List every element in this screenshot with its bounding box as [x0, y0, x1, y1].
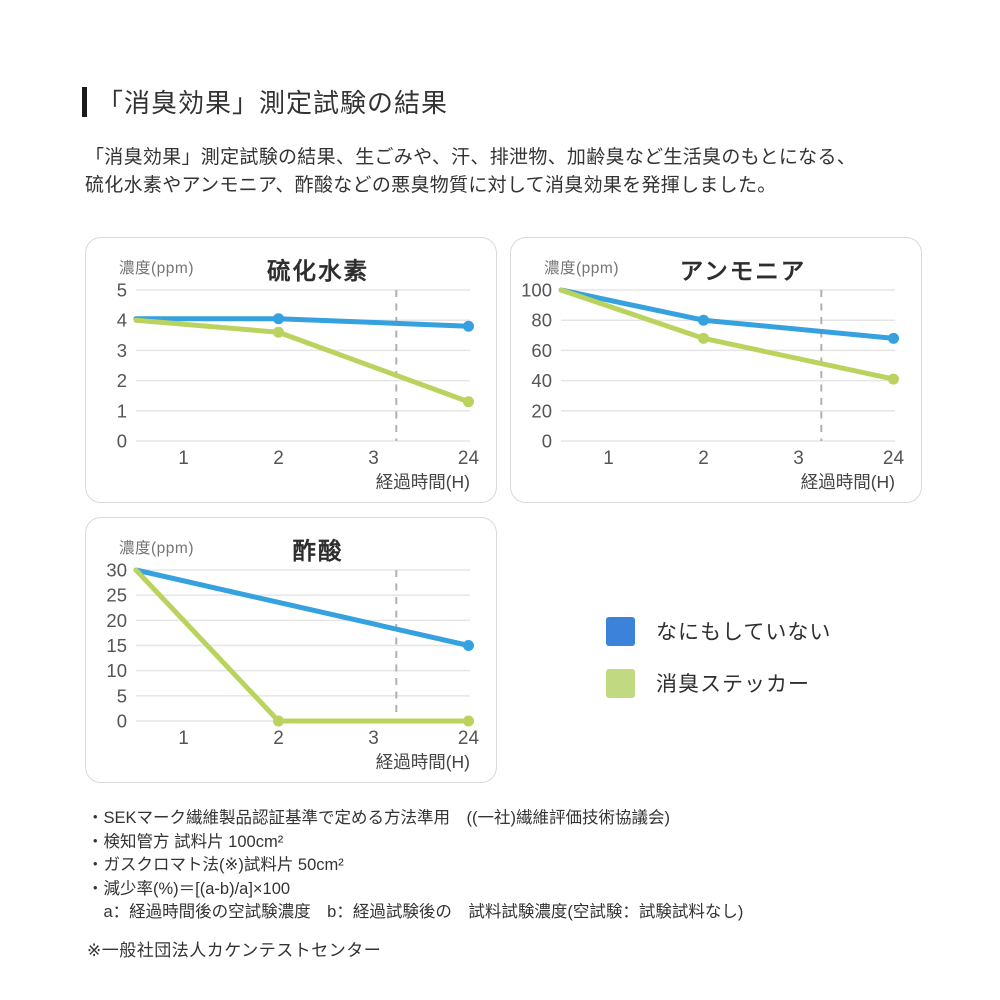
y-tick-label: 0	[542, 431, 552, 452]
chart-title: 硫化水素	[267, 257, 369, 284]
x-tick-label: 24	[883, 448, 905, 469]
chart-legend: なにもしていない 消臭ステッカー	[606, 616, 831, 720]
legend-swatch-blue	[606, 616, 635, 646]
intro-line-2: 硫化水素やアンモニア、酢酸などの悪臭物質に対して消臭効果を発揮しました。	[85, 174, 777, 196]
legend-label: 消臭ステッカー	[656, 673, 810, 696]
chart-panel-ammonia: 100 80 60 40 20 0 1 2 3 24 濃度(ppm) アンモニア経過時間(H)	[510, 237, 922, 503]
data-point-dot	[273, 715, 284, 727]
x-tick-label: 24	[458, 448, 480, 469]
y-tick-label: 15	[106, 635, 127, 656]
intro-paragraph: 「消臭効果」測定試験の結果、生ごみや、汗、排泄物、加齢臭など生活臭のもとになる、…	[85, 144, 856, 199]
y-tick-label: 0	[117, 431, 127, 452]
x-tick-label: 3	[793, 448, 804, 469]
y-tick-label: 60	[531, 340, 552, 361]
y-tick-label: 25	[106, 585, 127, 606]
x-tick-label: 1	[603, 448, 614, 469]
y-tick-label: 20	[531, 400, 552, 421]
y-tick-label: 40	[531, 370, 552, 391]
x-tick-label: 1	[178, 448, 189, 469]
intro-line-1: 「消臭効果」測定試験の結果、生ごみや、汗、排泄物、加齢臭など生活臭のもとになる、	[85, 147, 857, 168]
chart-panel-acetic-acid: 30 25 20 15 10 5 0 1 2 3 24 濃度(ppm) 酢酸経過時間(H)	[85, 517, 497, 783]
y-axis-unit-label: 濃度(ppm)	[119, 259, 194, 277]
y-tick-label: 1	[117, 400, 127, 421]
x-tick-label: 2	[698, 448, 709, 469]
y-tick-label: 2	[117, 370, 127, 391]
data-point-dot	[888, 332, 899, 344]
legend-swatch-green	[606, 668, 635, 698]
y-axis-unit-label: 濃度(ppm)	[119, 539, 194, 557]
x-tick-label: 3	[368, 448, 379, 469]
legend-item-deodorant-sticker: 消臭ステッカー	[606, 668, 831, 698]
x-tick-label: 1	[178, 728, 189, 749]
data-point-dot	[273, 313, 284, 325]
series-line-1	[133, 317, 471, 405]
data-point-dot	[888, 373, 899, 385]
data-point-dot	[273, 326, 284, 338]
x-tick-label: 3	[368, 728, 379, 749]
footnote-line: ・検知管方 試料片 100cm²	[87, 832, 284, 851]
x-axis-label: 経過時間(H)	[376, 752, 470, 772]
legend-item-untreated: なにもしていない	[606, 616, 831, 646]
y-tick-label: 20	[106, 610, 127, 631]
y-tick-label: 5	[117, 280, 127, 301]
chart-title: 酢酸	[293, 537, 344, 564]
y-tick-label: 0	[117, 711, 127, 732]
y-tick-label: 3	[117, 340, 127, 361]
y-tick-label: 30	[106, 560, 127, 581]
x-axis-label: 経過時間(H)	[801, 472, 895, 492]
x-axis-label: 経過時間(H)	[376, 472, 470, 492]
data-point-dot	[463, 320, 474, 332]
y-tick-label: 5	[117, 685, 127, 706]
x-tick-label: 2	[273, 448, 284, 469]
footnote-line: ・SEKマーク繊維製品認証基準で定める方法準用 ((一社)繊維評価技術協議会)	[87, 809, 670, 827]
title-accent-bar	[82, 86, 87, 117]
x-tick-label: 2	[273, 728, 284, 749]
y-axis-unit-label: 濃度(ppm)	[544, 259, 619, 277]
x-tick-label: 24	[458, 728, 480, 749]
data-point-dot	[698, 314, 709, 326]
data-point-dot	[463, 640, 474, 651]
series-line-0	[133, 567, 471, 648]
y-tick-label: 80	[531, 310, 552, 331]
page-title: 「消臭効果」測定試験の結果	[97, 88, 449, 118]
footnote-line: ・減少率(%)＝[(a-b)/a]×100	[87, 879, 291, 898]
data-point-dot	[698, 332, 709, 344]
y-tick-label: 10	[106, 660, 127, 681]
data-point-dot	[463, 715, 474, 727]
footnote-organization: ※一般社団法人カケンテストセンター	[87, 941, 382, 960]
series-line-0	[558, 287, 896, 341]
footnotes: ・SEKマーク繊維製品認証基準で定める方法準用 ((一社)繊維評価技術協議会) …	[87, 807, 743, 925]
y-tick-label: 100	[521, 280, 552, 301]
legend-label: なにもしていない	[656, 621, 832, 644]
chart-panel-hydrogen-sulfide: 5 4 3 2 1 0 1 2 3 24 濃度(ppm) 硫化水素経過時間(H)	[85, 237, 497, 503]
footnote-line: a：経過時間後の空試験濃度 b：経過試験後の 試料試験濃度(空試験：試験試料なし…	[87, 903, 744, 922]
chart-title: アンモニア	[680, 258, 807, 284]
y-tick-label: 4	[117, 310, 127, 331]
page-title-row: 「消臭効果」測定試験の結果	[82, 83, 448, 120]
data-point-dot	[463, 396, 474, 408]
footnote-line: ・ガスクロマト法(※)試料片 50cm²	[87, 856, 344, 875]
